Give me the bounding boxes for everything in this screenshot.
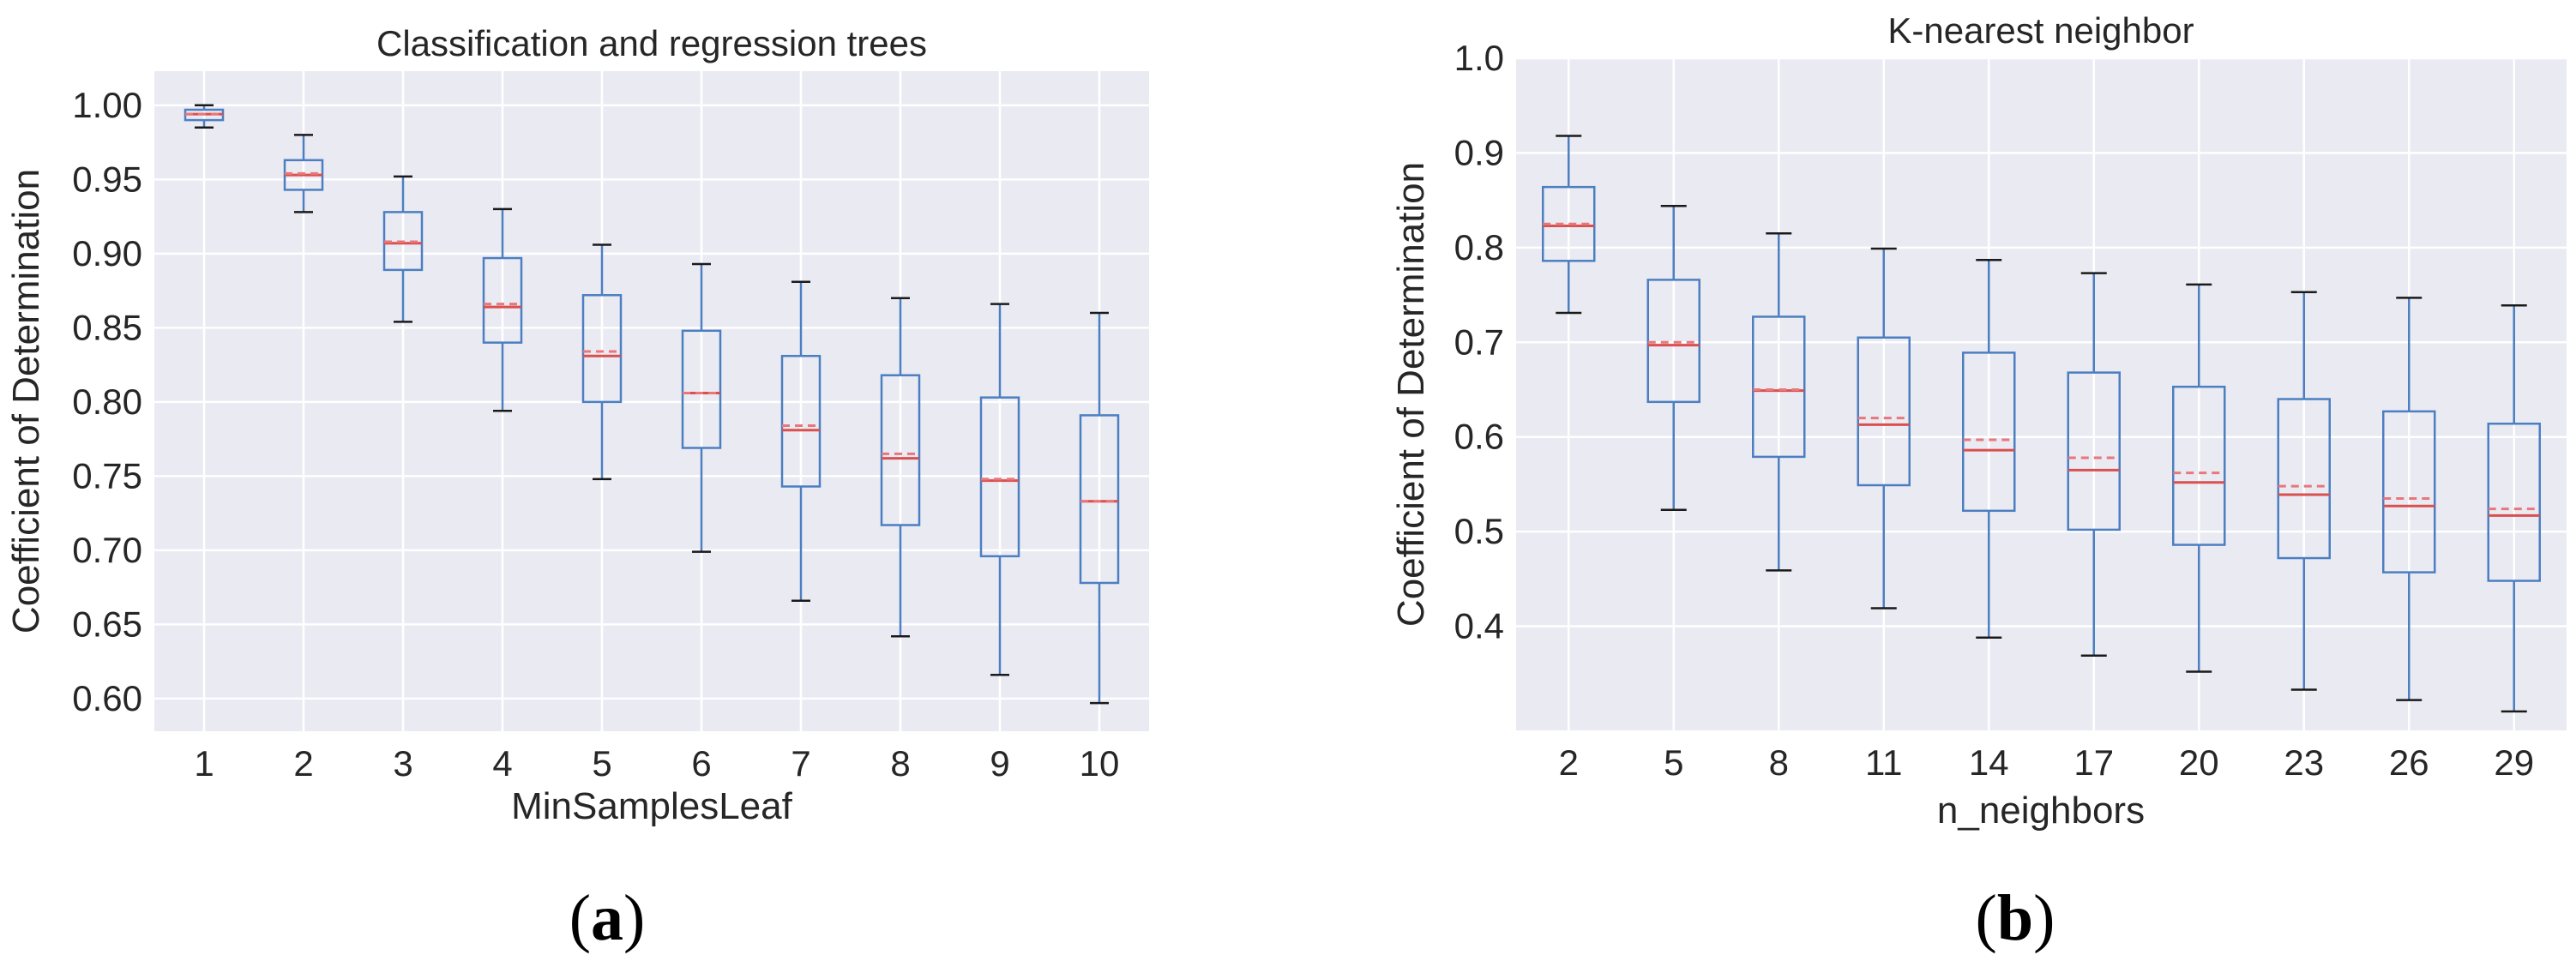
y-tick-label: 0.9 [1454,132,1504,172]
y-tick-label: 0.7 [1454,321,1504,362]
y-axis-label-b: Coefficient of Determination [1390,162,1432,627]
box-8 [880,297,921,638]
box-body [1857,336,1911,487]
x-tick-label: 20 [2179,742,2219,783]
x-ticks-a: 1 2 3 4 5 6 7 8 9 10 [194,743,1119,784]
y-ticks-b: 0.4 0.5 0.6 0.7 0.8 0.9 1.0 [1454,38,1504,646]
y-tick-label: 0.65 [72,604,142,644]
box-body [1752,315,1806,459]
box-17 [2067,272,2121,658]
boxes-b [1542,135,2541,713]
box-body [681,329,722,449]
panel-label-a: (a) [569,882,646,954]
x-tick-label: 26 [2389,742,2429,783]
box-9 [979,303,1020,676]
x-tick-label: 11 [1865,742,1903,783]
x-axis-label-a: MinSamplesLeaf [511,785,792,827]
box-3 [382,175,424,323]
box-body [1962,351,2016,513]
x-tick-label: 10 [1080,743,1120,784]
y-tick-label: 0.6 [1454,417,1504,457]
y-tick-label: 1.00 [72,85,142,125]
box-5 [1646,205,1700,511]
box-8 [1752,232,1806,572]
y-axis-label-a: Coefficient of Determination [5,169,47,634]
box-20 [2172,283,2226,673]
chart-title-a: Classification and regression trees [376,23,927,63]
y-tick-label: 0.4 [1454,606,1504,646]
box-26 [2382,297,2436,701]
box-14 [1962,258,2016,640]
x-tick-label: 23 [2284,742,2324,783]
box-29 [2487,303,2541,713]
x-tick-label: 5 [592,743,611,784]
box-11 [1857,247,1911,610]
y-ticks-a: 0.60 0.65 0.70 0.75 0.80 0.85 0.90 0.95 1.00 [72,85,142,718]
box-body [2277,398,2331,560]
chart-b: 0.40.50.60.70.80.91.0 2 5 8 11 14 17 20 23 26 29 … [1390,10,2567,954]
x-tick-label: 3 [393,743,412,784]
box-body [482,256,523,344]
box-body [2067,371,2121,532]
box-4 [482,207,523,412]
chart-a: 0.60 0.65 0.70 0.75 0.80 0.85 0.90 0.95 1.00 1 2 3… [5,23,1149,954]
box-1 [184,104,225,129]
box-body [2487,422,2541,582]
x-tick-label: 6 [691,743,711,784]
x-tick-label: 5 [1664,742,1683,783]
y-tick-label: 0.90 [72,233,142,273]
x-axis-label-b: n_neighbors [1937,790,2145,832]
box-2 [283,134,324,213]
y-tick-label: 0.80 [72,381,142,422]
x-tick-label: 8 [890,743,910,784]
x-tick-label: 29 [2494,742,2534,783]
box-body [2172,385,2226,546]
x-tick-label: 4 [492,743,512,784]
box-body [979,396,1020,558]
y-tick-label: 0.75 [72,455,142,496]
x-tick-label: 2 [1559,742,1579,783]
box-body [2382,410,2436,574]
grid-b [1516,57,2567,730]
y-tick-label: 0.8 [1454,227,1504,267]
box-body [1079,414,1120,585]
y-tick-label: 0.60 [72,678,142,718]
x-tick-label: 9 [990,743,1009,784]
y-tick-label: 1.0 [1454,38,1504,78]
box-5 [581,243,623,481]
box-7 [780,280,822,602]
x-ticks-b: 2 5 8 11 14 17 20 23 26 29 [1559,742,2535,783]
box-body [780,354,822,488]
boxes-a [184,104,1120,705]
x-tick-label: 14 [1969,742,2009,783]
y-tick-label: 0.95 [72,159,142,199]
box-23 [2277,291,2331,691]
x-tick-label: 8 [1769,742,1789,783]
chart-title-b: K-nearest neighbor [1887,10,2194,51]
box-body [581,294,623,404]
x-tick-label: 7 [791,743,810,784]
box-body [880,374,921,526]
x-tick-label: 2 [293,743,313,784]
x-tick-label: 1 [194,743,214,784]
plot-area-b [1516,58,2567,730]
box-10 [1079,311,1120,705]
x-tick-label: 17 [2073,742,2114,783]
box-6 [681,262,722,553]
y-tick-label: 0.85 [72,307,142,347]
y-tick-label: 0.70 [72,530,142,570]
box-2 [1542,135,1596,315]
panel-label-b: (b) [1976,882,2055,954]
y-tick-label: 0.5 [1454,511,1504,551]
box-body [1646,279,1700,404]
